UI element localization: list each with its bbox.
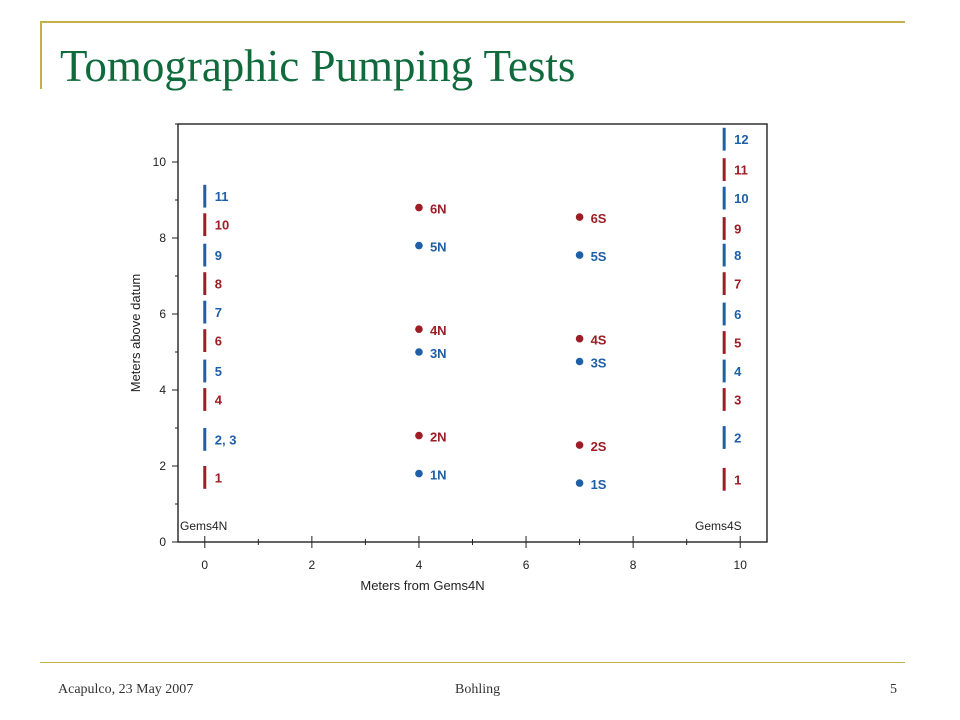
point-label: 3N: [430, 346, 447, 361]
x-tick-label: 0: [201, 558, 208, 572]
point-marker: [415, 325, 423, 333]
x-tick-label: 6: [523, 558, 530, 572]
well-interval-label: 5: [734, 336, 741, 351]
footer-left: Acapulco, 23 May 2007: [58, 682, 194, 697]
point-label: 4N: [430, 323, 447, 338]
slide-title: Tomographic Pumping Tests: [60, 41, 576, 91]
point-marker: [575, 251, 584, 259]
well-interval-label: 9: [734, 222, 741, 237]
point-marker: [575, 357, 584, 366]
well-interval-label: 8: [734, 248, 741, 263]
y-tick-label: 0: [159, 535, 166, 549]
frame-left-line: [40, 21, 42, 89]
well-interval-label: 9: [215, 248, 222, 263]
frame-top-line: [40, 21, 905, 23]
well-interval-label: 10: [734, 191, 748, 206]
point-marker: [575, 334, 584, 343]
x-tick-label: 10: [734, 558, 748, 572]
well-interval-label: 12: [734, 132, 748, 147]
well-interval-label: 7: [215, 305, 222, 320]
point-label: 5S: [591, 249, 607, 264]
point-label: 4S: [591, 333, 607, 348]
well-name: Gems4S: [695, 519, 742, 533]
point-marker: [415, 203, 423, 212]
well-interval-label: 8: [215, 277, 222, 292]
y-tick-label: 8: [159, 231, 166, 245]
point-marker: [575, 479, 584, 487]
point-label: 1S: [591, 477, 607, 492]
y-tick-label: 2: [159, 459, 166, 473]
point-marker: [415, 469, 423, 478]
well-interval-label: 6: [734, 307, 741, 322]
point-label: 3S: [591, 356, 607, 371]
point-marker: [575, 213, 584, 221]
point-label: 1N: [430, 468, 447, 483]
footer-center: Bohling: [455, 682, 501, 697]
y-tick-label: 6: [159, 307, 166, 321]
point-marker: [415, 348, 423, 356]
y-tick-label: 10: [153, 155, 167, 169]
well-interval-label: 7: [734, 277, 741, 292]
well-interval-label: 2: [734, 431, 741, 446]
well-name: Gems4N: [180, 519, 227, 533]
well-interval-label: 1: [215, 470, 222, 485]
point-marker: [575, 441, 584, 449]
frame-bottom-line: [40, 662, 905, 663]
well-interval-label: 11: [215, 189, 229, 204]
well-interval-label: 5: [215, 364, 222, 379]
point-label: 2S: [591, 439, 607, 454]
point-label: 2N: [430, 430, 447, 445]
well-interval-label: 1: [734, 472, 741, 487]
well-interval-label: 3: [734, 393, 741, 408]
x-axis-label: Meters from Gems4N: [360, 578, 484, 593]
well-interval-label: 10: [215, 218, 229, 233]
plot-frame: [177, 123, 768, 543]
x-tick-label: 8: [630, 558, 637, 572]
y-tick-label: 4: [159, 383, 166, 397]
chart: 0 2 4 6 8 10 0 2 4 6 8 10 Meters from Gems4N Meters a…: [128, 123, 768, 593]
x-tick-label: 4: [416, 558, 423, 572]
x-tick-label: 2: [309, 558, 316, 572]
point-label: 6S: [591, 211, 607, 226]
well-interval-label: 4: [215, 393, 223, 408]
point-marker: [415, 241, 423, 250]
point-marker: [415, 431, 423, 440]
well-interval-label: 6: [215, 334, 222, 349]
y-axis-label: Meters above datum: [128, 274, 143, 393]
point-label: 6N: [430, 202, 447, 217]
well-interval-label: 11: [734, 163, 748, 178]
well-interval-label: 4: [734, 364, 742, 379]
well-interval-label: 2, 3: [215, 432, 237, 447]
footer-page-number: 5: [890, 682, 897, 697]
point-label: 5N: [430, 240, 447, 255]
